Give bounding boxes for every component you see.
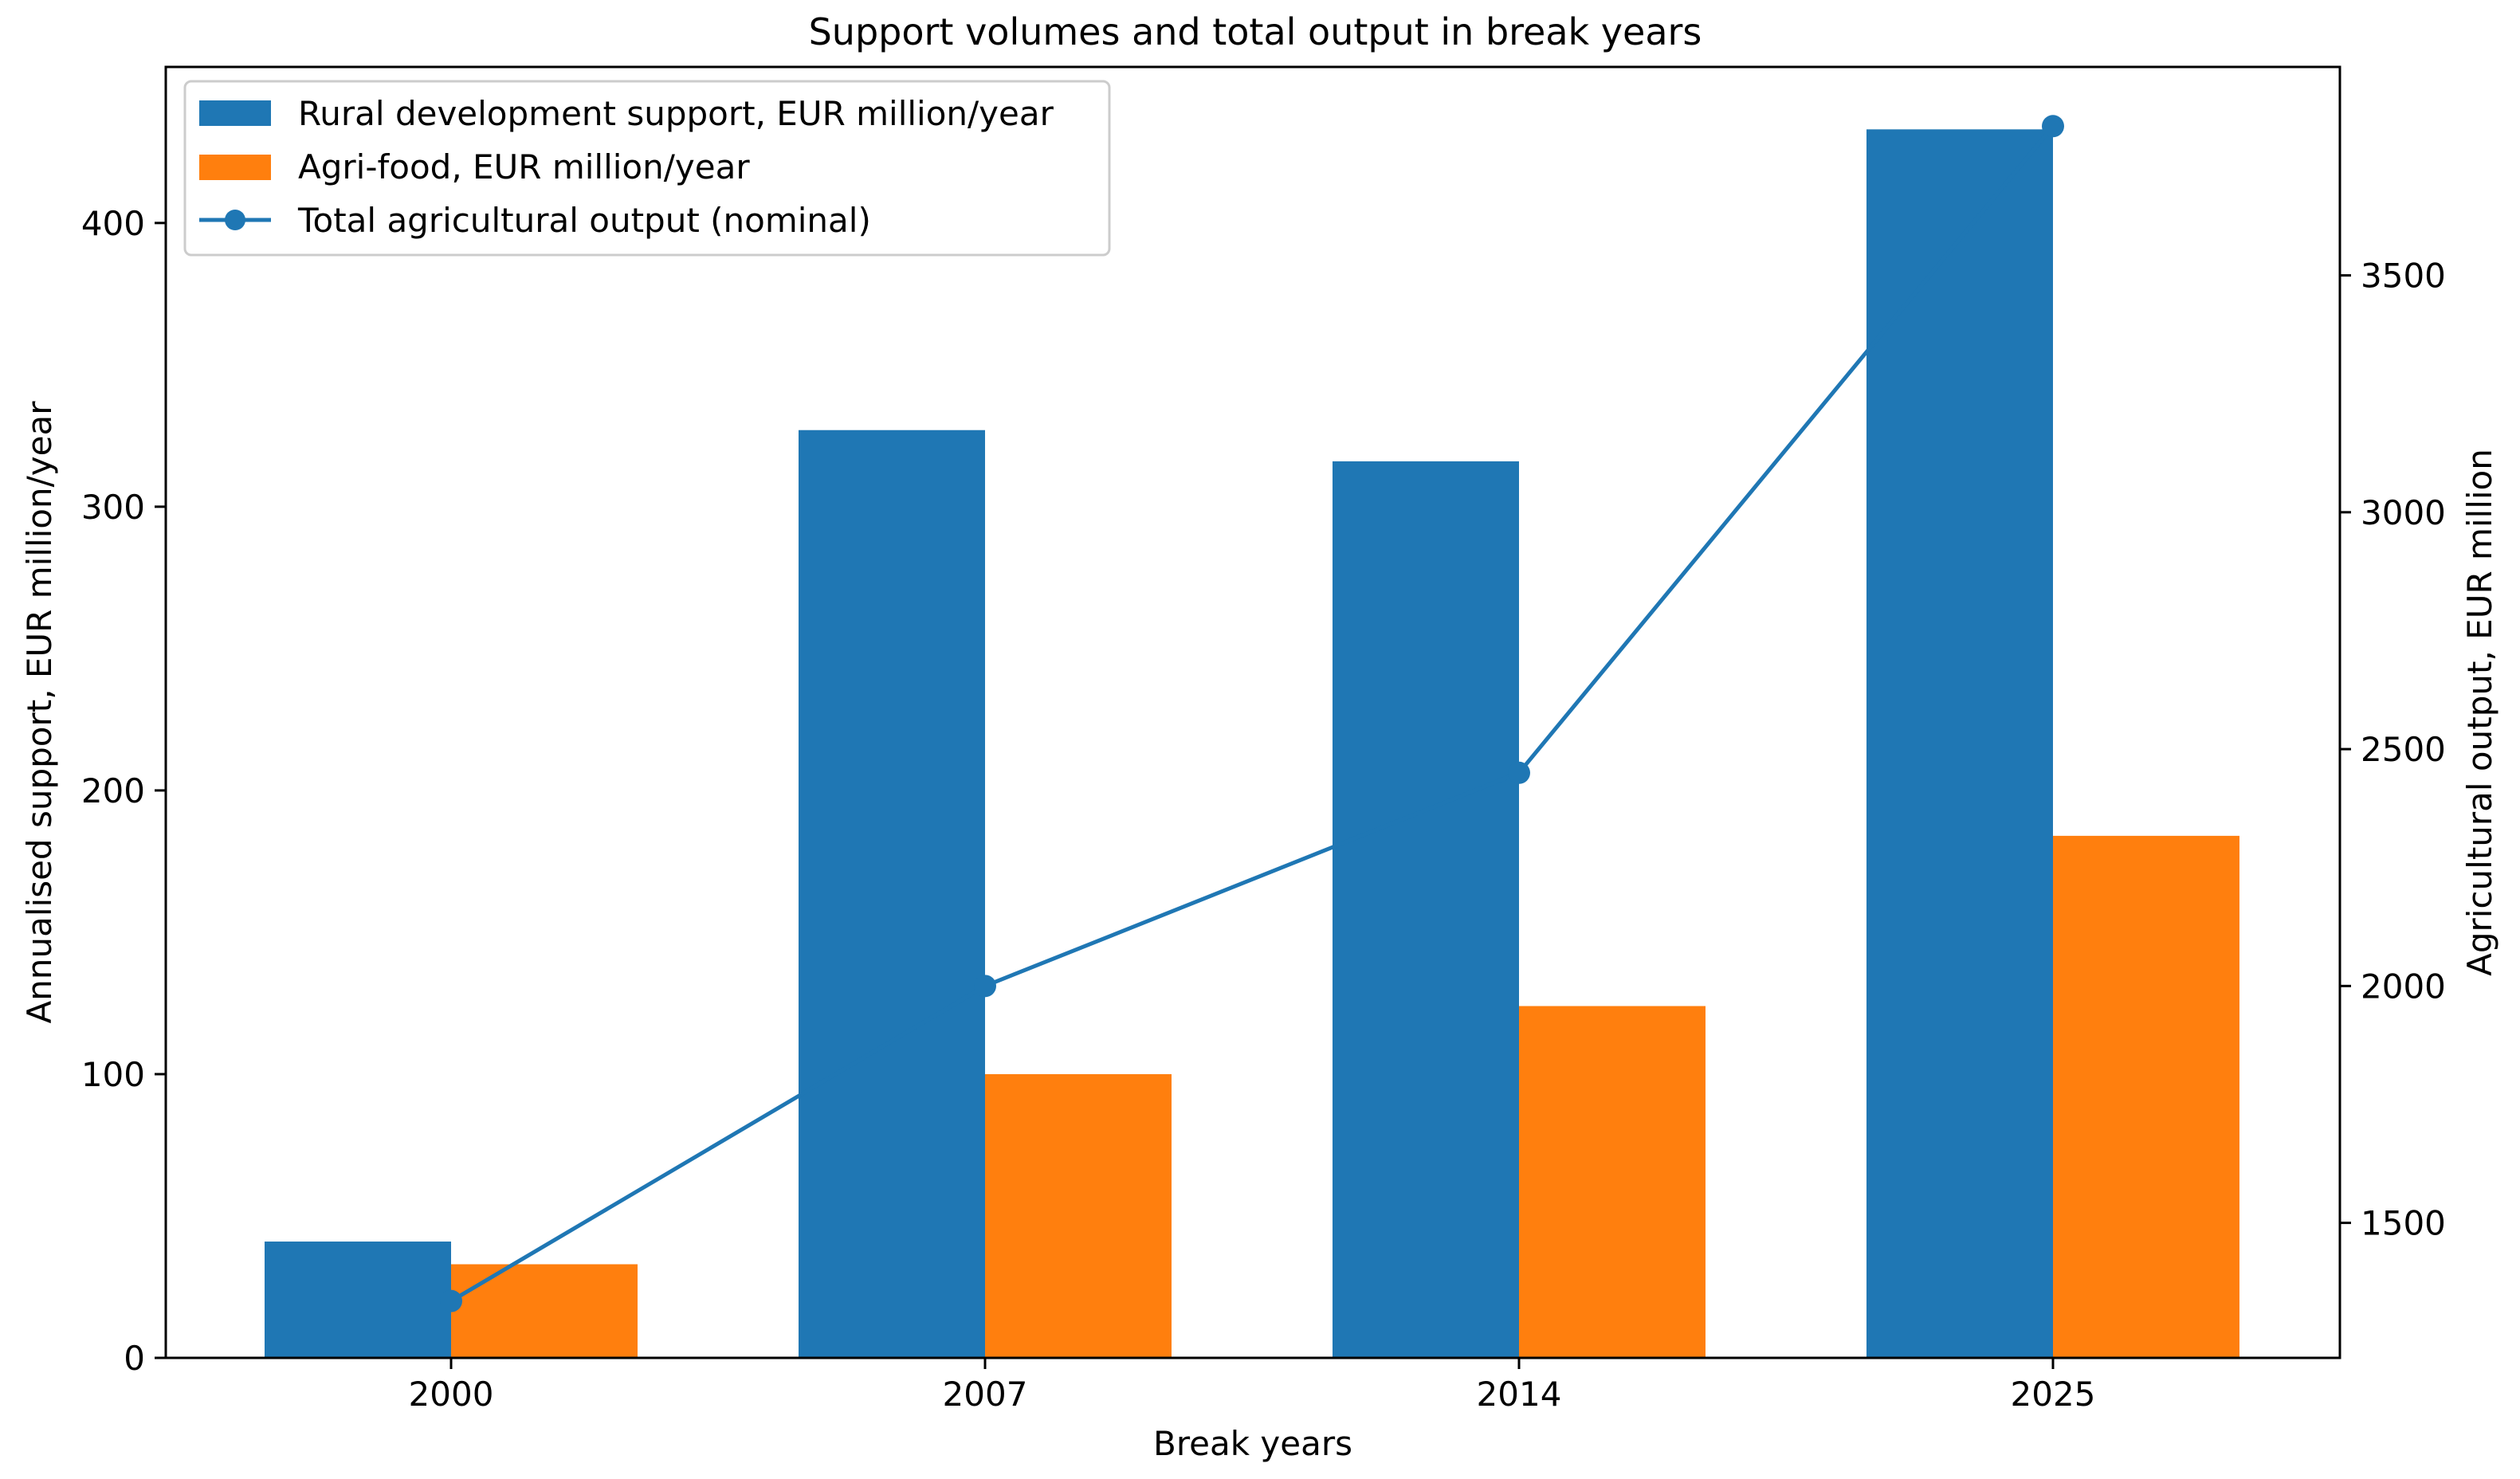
rural-development-bar-2025 [1866,129,2053,1358]
right-tick-label-3500: 3500 [2361,257,2446,296]
total-output-point-2007 [974,975,996,998]
y-axis-label-left: Annualised support, EUR million/year [20,401,59,1024]
total-output-point-2025 [2042,115,2064,138]
right-tick-label-1500: 1500 [2361,1204,2446,1243]
legend-label-rural: Rural development support, EUR million/y… [298,94,1054,133]
agri-food-bar-2007 [985,1073,1172,1358]
chart-title: Support volumes and total output in brea… [809,10,1702,53]
right-tick-label-2500: 2500 [2361,730,2446,769]
rural-development-bar-2000 [265,1242,451,1358]
left-tick-label-300: 300 [81,488,145,527]
total-output-point-2014 [1508,761,1530,784]
x-tick-label-2000: 2000 [409,1375,494,1414]
left-tick-label-200: 200 [81,771,145,810]
agri-food-bar-2025 [2053,835,2239,1358]
right-tick-label-3000: 3000 [2361,493,2446,532]
legend-item-agrifood: Agri-food, EUR million/year [199,147,750,186]
x-axis-label: Break years [1153,1424,1352,1463]
legend: Rural development support, EUR million/y… [183,80,1111,257]
legend-item-rural: Rural development support, EUR million/y… [199,94,1054,133]
total-output-point-2000 [440,1289,462,1312]
x-tick-label-2025: 2025 [2011,1375,2096,1414]
legend-item-output: Total agricultural output (nominal) [199,201,871,240]
rural-development-bar-2007 [799,430,985,1358]
right-axis: 1500 2000 2500 3000 3500 [2340,257,2446,1243]
plot-frame [164,65,2341,1359]
left-tick-label-0: 0 [124,1339,145,1378]
legend-label-output: Total agricultural output (nominal) [297,201,871,240]
left-tick-label-400: 400 [81,204,145,243]
bars-layer [265,129,2239,1358]
x-tick-label-2007: 2007 [943,1375,1028,1414]
x-tick-label-2014: 2014 [1477,1375,1562,1414]
rural-development-bar-2014 [1333,461,1519,1358]
x-axis: 2000 2007 2014 2025 [409,1358,2096,1414]
y-axis-label-right: Agricultural output, EUR million [2460,449,2499,976]
legend-swatch-rural [199,100,271,126]
legend-label-agrifood: Agri-food, EUR million/year [298,147,750,186]
line-layer [440,115,2064,1312]
legend-box [183,80,1111,257]
right-tick-label-2000: 2000 [2361,967,2446,1006]
legend-swatch-agrifood [199,155,271,180]
left-tick-label-100: 100 [81,1055,145,1094]
legend-marker-output [225,210,245,230]
total-output-line [449,124,2055,1303]
left-axis: 0 100 200 300 400 [81,204,166,1378]
agri-food-bar-2014 [1519,1006,1706,1358]
agri-food-bar-2000 [451,1264,638,1358]
